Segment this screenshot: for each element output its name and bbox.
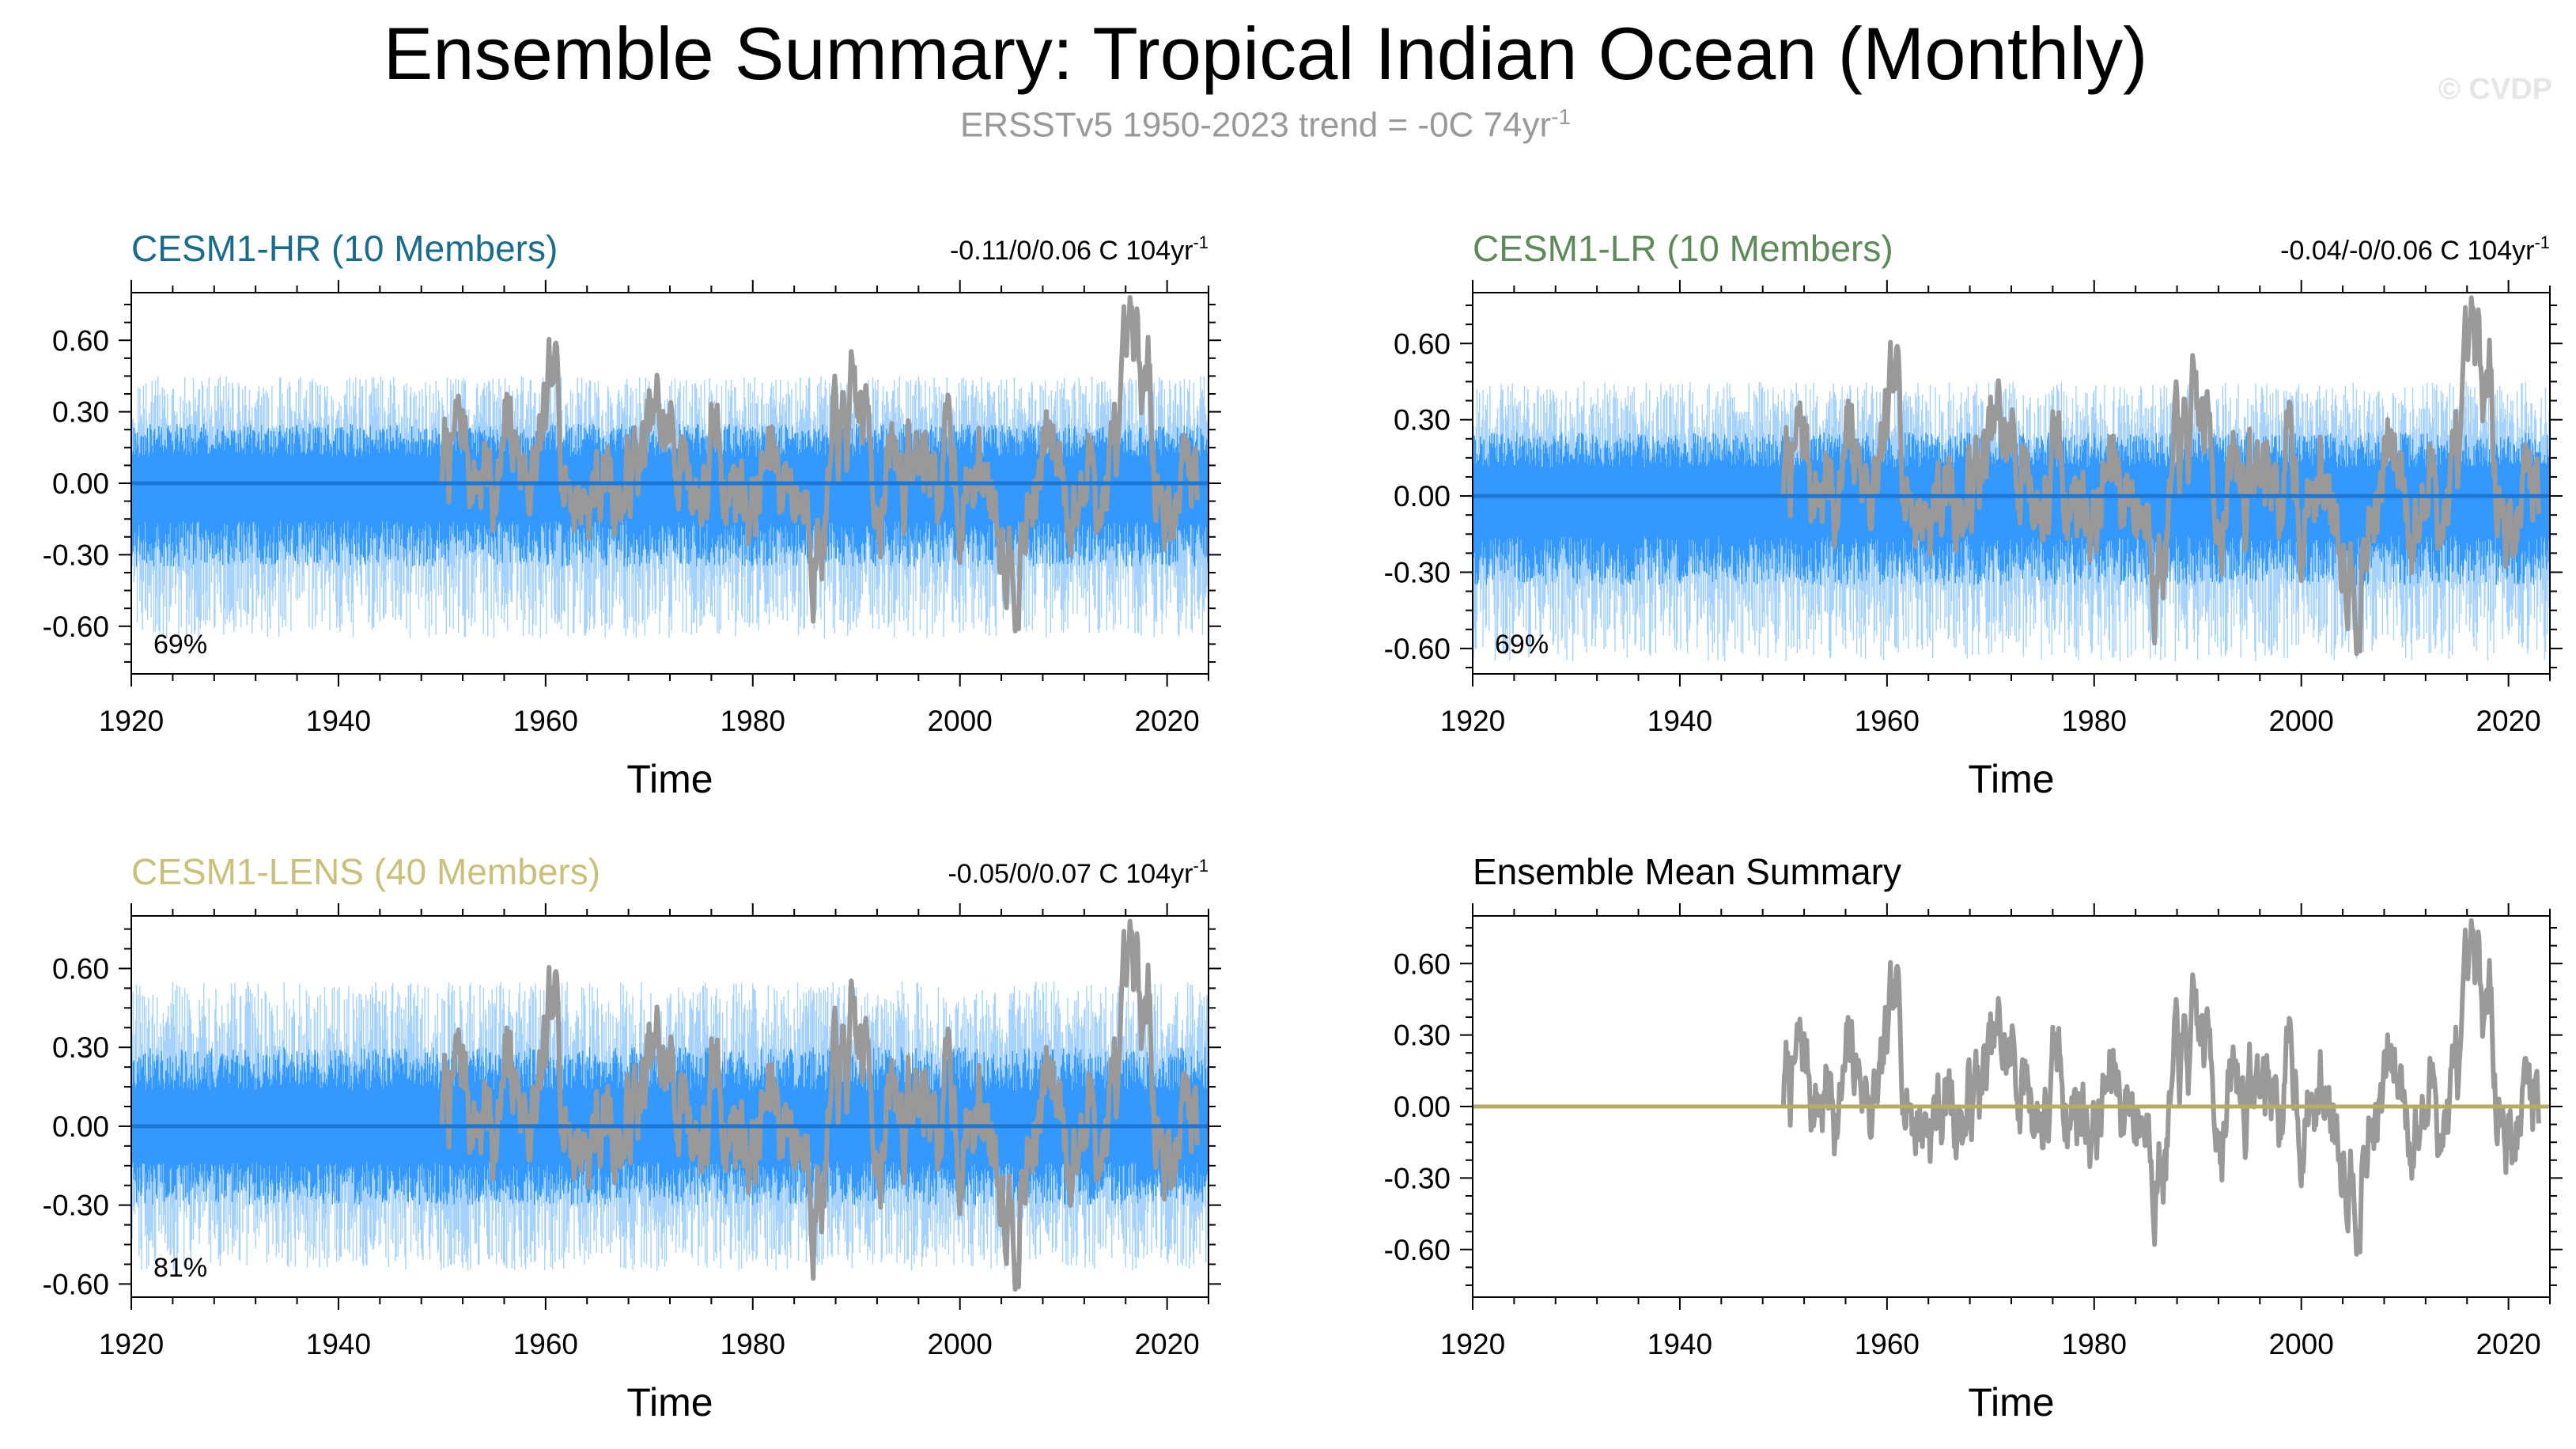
subtitle-exponent: -1 <box>1551 104 1572 129</box>
y-tick-label: 0.30 <box>1394 404 1451 437</box>
y-tick-label: 0.30 <box>1394 1020 1451 1052</box>
x-tick-label: 1920 <box>1440 705 1505 737</box>
x-tick-label: 2000 <box>928 1328 993 1360</box>
plot-area <box>1473 295 2550 661</box>
x-axis-label: Time <box>626 1380 713 1424</box>
ersst-observed-line <box>439 918 1200 1292</box>
panel-trend-value: -0.04/-0/0.06 C 104yr <box>2280 236 2534 266</box>
panel-top-right: 1920 1940 1960 1980 2000 2020 -0.60 -0.30 0.00 0.… <box>1384 228 2563 801</box>
y-tick-label: -0.30 <box>1384 1162 1451 1194</box>
ersst-observed-line <box>1780 295 2541 656</box>
ersst-observed-line <box>1780 918 2541 1257</box>
panel-trend-value: -0.05/0/0.07 C 104yr <box>948 859 1193 889</box>
ersst-observed-line <box>439 295 1200 634</box>
x-tick-label: 1980 <box>2062 705 2127 737</box>
panel-percent-label: 81% <box>153 1253 207 1283</box>
y-tick-label: 0.00 <box>52 467 109 500</box>
panel-bottom-left: 1920 1940 1960 1980 2000 2020 -0.60 -0.30 0.00 0.… <box>43 851 1221 1424</box>
x-tick-label: 2020 <box>1134 1328 1199 1360</box>
y-tick-label: 0.60 <box>52 952 109 985</box>
x-axis-label: Time <box>626 757 713 801</box>
panel-percent-label: 69% <box>1495 630 1549 660</box>
x-tick-label: 1960 <box>1855 1328 1920 1360</box>
x-tick-label: 1940 <box>306 1328 371 1360</box>
y-tick-label: 0.60 <box>1394 948 1451 980</box>
panel-trend-exponent: -1 <box>2534 233 2550 252</box>
x-tick-label: 2000 <box>928 705 993 737</box>
subtitle-text: ERSSTv5 1950-2023 trend = -0C 74yr <box>959 105 1552 145</box>
y-tick-label: -0.60 <box>1384 633 1451 665</box>
y-tick-label: -0.30 <box>43 539 109 571</box>
y-tick-label: 0.00 <box>1394 480 1451 513</box>
x-tick-label: 2000 <box>2269 1328 2334 1360</box>
y-tick-label: 0.30 <box>52 1031 109 1064</box>
x-tick-label: 1960 <box>1855 705 1920 737</box>
y-tick-label: 0.00 <box>52 1110 109 1143</box>
y-tick-label: -0.60 <box>43 1268 109 1300</box>
panel-bottom-right: 1920 1940 1960 1980 2000 2020 -0.60 -0.30 0.00 0.… <box>1384 851 2563 1424</box>
y-tick-label: -0.60 <box>43 611 109 643</box>
panel-title: CESM1-HR (10 Members) <box>131 228 558 269</box>
x-axis-label: Time <box>1968 757 2054 801</box>
panel-title: CESM1-LENS (40 Members) <box>131 851 600 892</box>
x-tick-label: 1920 <box>99 1328 164 1360</box>
panel-trend-value: -0.11/0/0.06 C 104yr <box>950 236 1193 266</box>
cvdp-watermark: © CVDP <box>2438 73 2552 106</box>
plot-area <box>131 295 1209 638</box>
x-tick-label: 2000 <box>2269 705 2334 737</box>
x-tick-label: 1920 <box>1440 1328 1505 1360</box>
panel-percent-label: 69% <box>153 630 207 660</box>
y-tick-label: 0.60 <box>52 324 109 357</box>
y-tick-label: 0.60 <box>1394 327 1451 360</box>
panel-title: Ensemble Mean Summary <box>1473 851 1901 892</box>
y-tick-label: -0.30 <box>43 1190 109 1222</box>
x-tick-label: 2020 <box>2476 705 2540 737</box>
x-tick-label: 1920 <box>99 705 164 737</box>
panel-trend: -0.11/0/0.06 C 104yr-1 <box>950 233 1209 266</box>
plot-area <box>1473 918 2550 1257</box>
panel-trend-exponent: -1 <box>1193 856 1209 876</box>
x-tick-label: 2020 <box>1134 705 1199 737</box>
x-tick-label: 1940 <box>1647 705 1712 737</box>
y-tick-label: -0.30 <box>1384 556 1451 588</box>
x-tick-label: 1980 <box>2062 1328 2127 1360</box>
x-tick-label: 1980 <box>721 705 785 737</box>
x-tick-label: 1940 <box>1647 1328 1712 1360</box>
panel-title: CESM1-LR (10 Members) <box>1473 228 1893 269</box>
y-tick-label: -0.60 <box>1384 1234 1451 1266</box>
x-tick-label: 2020 <box>2476 1328 2540 1360</box>
x-tick-label: 1960 <box>513 1328 578 1360</box>
panel-trend: -0.04/-0/0.06 C 104yr-1 <box>2280 233 2550 266</box>
x-tick-label: 1980 <box>721 1328 785 1360</box>
panel-top-left: 1920 1940 1960 1980 2000 2020 -0.60 -0.30 0.00 0.… <box>43 228 1221 801</box>
plot-area <box>131 918 1209 1292</box>
panel-trend-exponent: -1 <box>1193 233 1209 252</box>
figure-subtitle: ERSSTv5 1950-2023 trend = -0C 74yr-1 <box>0 104 2531 146</box>
y-tick-label: 0.00 <box>1394 1091 1451 1123</box>
y-tick-label: 0.30 <box>52 396 109 429</box>
x-tick-label: 1940 <box>306 705 371 737</box>
figure-title: Ensemble Summary: Tropical Indian Ocean … <box>383 12 2148 95</box>
x-tick-label: 1960 <box>513 705 578 737</box>
panel-trend: -0.05/0/0.07 C 104yr-1 <box>948 856 1209 889</box>
x-axis-label: Time <box>1968 1380 2054 1424</box>
